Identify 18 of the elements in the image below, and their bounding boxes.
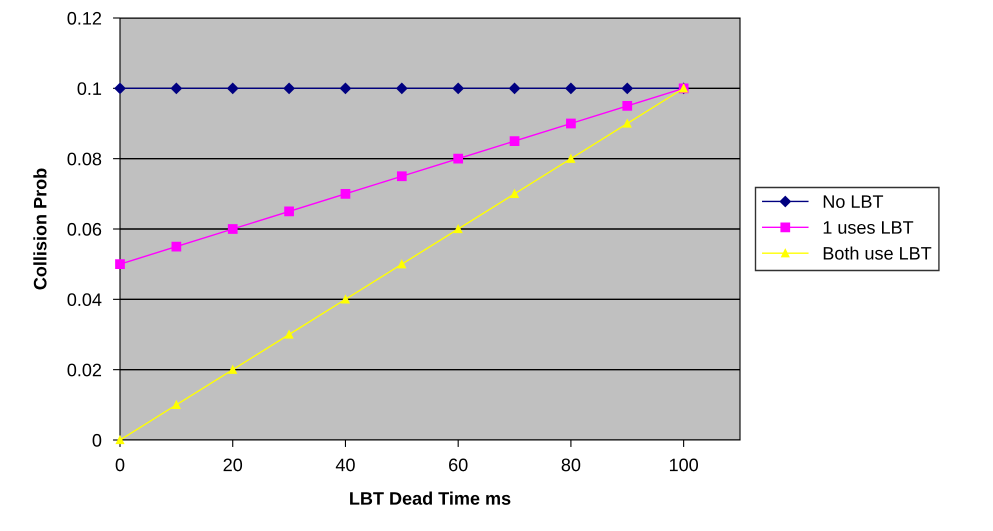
y-tick-label: 0.06 (68, 222, 102, 236)
y-tick-label: 0.02 (68, 364, 102, 376)
x-tick-label: 20 (224, 458, 242, 472)
y-tick-label: 0.1 (78, 82, 102, 96)
x-axis-title: LBT Dead Time ms (350, 492, 510, 505)
y-tick-label: 0 (92, 434, 102, 447)
legend-label: No LBT (824, 195, 884, 208)
x-tick-label: 100 (670, 458, 698, 472)
y-tick-label: 0.12 (68, 12, 102, 25)
legend-label: 1 uses LBT (824, 221, 914, 234)
y-axis-title: Collision Prob (33, 168, 47, 290)
x-tick-label: 40 (336, 458, 355, 472)
x-tick-label: 0 (116, 458, 124, 472)
y-tick-label: 0.08 (68, 152, 102, 166)
x-tick-label: 80 (562, 458, 580, 472)
x-tick-label: 60 (449, 458, 468, 472)
legend-label: Both use LBT (824, 246, 932, 260)
y-tick-label: 0.04 (68, 293, 102, 306)
